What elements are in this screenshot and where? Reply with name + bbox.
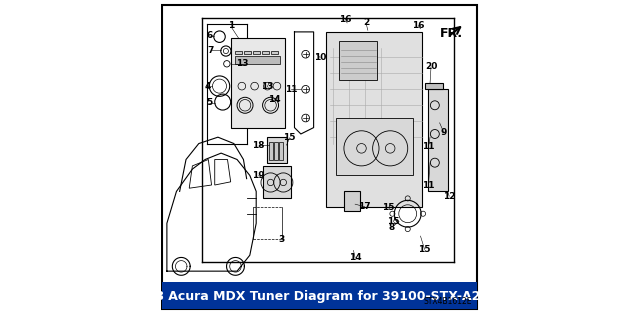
Text: 8: 8 (388, 223, 395, 232)
Text: 15: 15 (419, 245, 431, 254)
Text: 4: 4 (205, 82, 211, 91)
Bar (236, 56, 280, 64)
FancyBboxPatch shape (326, 32, 422, 207)
Bar (274, 142, 278, 160)
Text: 5: 5 (206, 98, 212, 107)
Bar (268, 137, 287, 163)
Text: 15: 15 (382, 204, 395, 212)
Text: 1: 1 (228, 21, 234, 30)
Bar (269, 142, 273, 160)
Text: 15: 15 (284, 133, 296, 142)
FancyBboxPatch shape (428, 89, 447, 191)
Bar (425, 83, 443, 89)
Bar (344, 191, 360, 211)
Bar (262, 166, 291, 198)
Text: 11: 11 (285, 85, 298, 94)
Text: 12: 12 (443, 192, 456, 201)
Text: 17: 17 (358, 202, 371, 211)
Text: 9: 9 (440, 128, 447, 137)
Bar (162, 282, 477, 309)
Text: 7: 7 (208, 46, 214, 55)
Bar (271, 51, 278, 54)
Bar (279, 142, 283, 160)
Text: 11: 11 (422, 181, 435, 189)
Text: FR.: FR. (440, 27, 463, 40)
Text: 13: 13 (261, 82, 274, 91)
Text: 16: 16 (412, 21, 424, 30)
Bar (236, 51, 242, 54)
Bar (339, 41, 378, 80)
Text: 3: 3 (278, 235, 285, 244)
Bar (336, 118, 413, 175)
Text: 20: 20 (425, 63, 437, 71)
Text: STX4B1612E: STX4B1612E (423, 297, 472, 306)
Text: 19: 19 (252, 171, 265, 180)
Text: 14: 14 (349, 253, 362, 262)
Bar (244, 51, 251, 54)
Text: 11: 11 (422, 142, 435, 151)
FancyBboxPatch shape (230, 38, 285, 128)
Text: 10: 10 (314, 53, 326, 62)
Text: 15: 15 (387, 217, 399, 226)
Text: 2008 Acura MDX Tuner Diagram for 39100-STX-A22RM: 2008 Acura MDX Tuner Diagram for 39100-S… (129, 290, 511, 302)
Text: 13: 13 (236, 59, 248, 68)
Text: 6: 6 (207, 31, 213, 40)
Bar (262, 51, 269, 54)
Text: 14: 14 (268, 95, 281, 104)
Bar (253, 51, 260, 54)
Text: 16: 16 (339, 15, 352, 24)
Text: 2: 2 (363, 18, 369, 27)
Text: 18: 18 (253, 141, 265, 150)
